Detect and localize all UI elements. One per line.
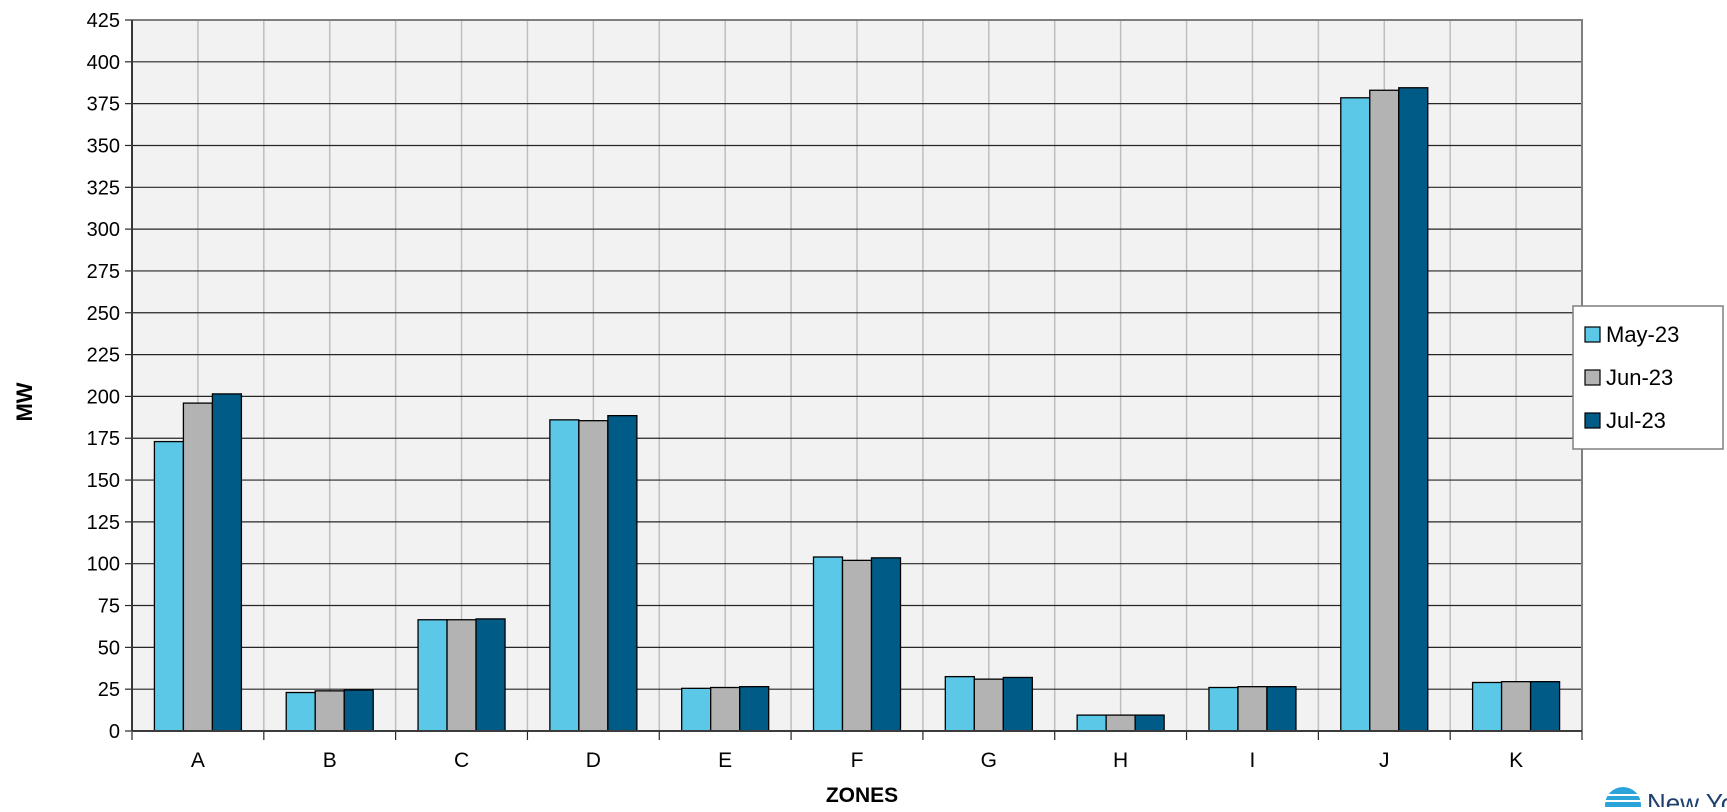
bar <box>739 686 770 732</box>
y-tick-label: 125 <box>87 512 120 534</box>
x-tick-label: J <box>1379 749 1390 772</box>
bar <box>812 556 844 732</box>
bar <box>549 419 580 732</box>
legend-label: May-23 <box>1606 322 1679 347</box>
x-tick-label: E <box>718 749 732 772</box>
legend-swatch <box>1584 369 1601 386</box>
bar <box>841 559 873 732</box>
x-tick-label: K <box>1509 749 1523 772</box>
nyiso-logo-icon <box>1605 787 1641 812</box>
y-tick-label: 250 <box>87 303 120 325</box>
bar <box>1471 681 1503 732</box>
x-tick-label: I <box>1250 749 1256 772</box>
bar <box>182 402 214 732</box>
bar <box>681 687 712 732</box>
bar <box>153 440 185 732</box>
bar <box>973 678 1004 732</box>
bar <box>314 690 345 732</box>
bar <box>578 420 609 732</box>
bar <box>1237 686 1268 732</box>
y-axis-label: MW <box>12 382 37 421</box>
bar <box>1369 89 1400 732</box>
x-tick-label: H <box>1113 749 1128 772</box>
bar <box>417 619 448 732</box>
x-tick-label: A <box>191 749 205 772</box>
y-tick-label: 50 <box>98 637 120 659</box>
bar <box>1398 87 1429 732</box>
bar <box>1340 97 1371 732</box>
y-tick-label: 225 <box>87 345 120 367</box>
y-tick-label: 400 <box>87 52 120 74</box>
x-tick-label: C <box>454 749 469 772</box>
nyiso-logo: New York ISO <box>1605 787 1727 812</box>
y-tick-label: 325 <box>87 177 120 199</box>
y-tick-label: 300 <box>87 219 120 241</box>
y-tick-label: 0 <box>109 721 120 743</box>
x-tick-label: B <box>323 749 337 772</box>
bar <box>446 619 477 732</box>
x-tick-label: D <box>586 749 601 772</box>
bar <box>343 689 374 732</box>
legend-swatch <box>1584 326 1601 343</box>
bar <box>1529 680 1561 732</box>
bar <box>285 691 316 732</box>
bar <box>1208 686 1239 732</box>
bar <box>475 618 506 732</box>
bar <box>944 675 975 732</box>
x-tick-label: F <box>851 749 864 772</box>
y-tick-label: 425 <box>87 10 120 32</box>
y-tick-label: 100 <box>87 554 120 576</box>
legend-swatch <box>1584 412 1601 429</box>
bar <box>607 415 638 732</box>
y-tick-label: 150 <box>87 470 120 492</box>
bar <box>1105 714 1136 732</box>
bar <box>1266 686 1297 732</box>
bar <box>1076 714 1107 732</box>
bar <box>870 557 902 732</box>
legend-label: Jul-23 <box>1606 408 1666 433</box>
y-tick-label: 25 <box>98 679 120 701</box>
bar <box>1134 714 1165 732</box>
y-tick-label: 75 <box>98 596 120 618</box>
x-axis-label: ZONES <box>826 784 898 807</box>
y-tick-label: 200 <box>87 386 120 408</box>
logo-text: New York ISO <box>1647 788 1727 807</box>
legend-label: Jun-23 <box>1606 365 1673 390</box>
y-tick-label: 350 <box>87 135 120 157</box>
bar <box>1002 676 1033 732</box>
y-tick-label: 275 <box>87 261 120 283</box>
y-tick-label: 175 <box>87 428 120 450</box>
bar <box>710 686 741 732</box>
y-tick-label: 375 <box>87 94 120 116</box>
bar <box>211 393 243 732</box>
x-tick-label: G <box>981 749 997 772</box>
bar <box>1500 680 1532 732</box>
